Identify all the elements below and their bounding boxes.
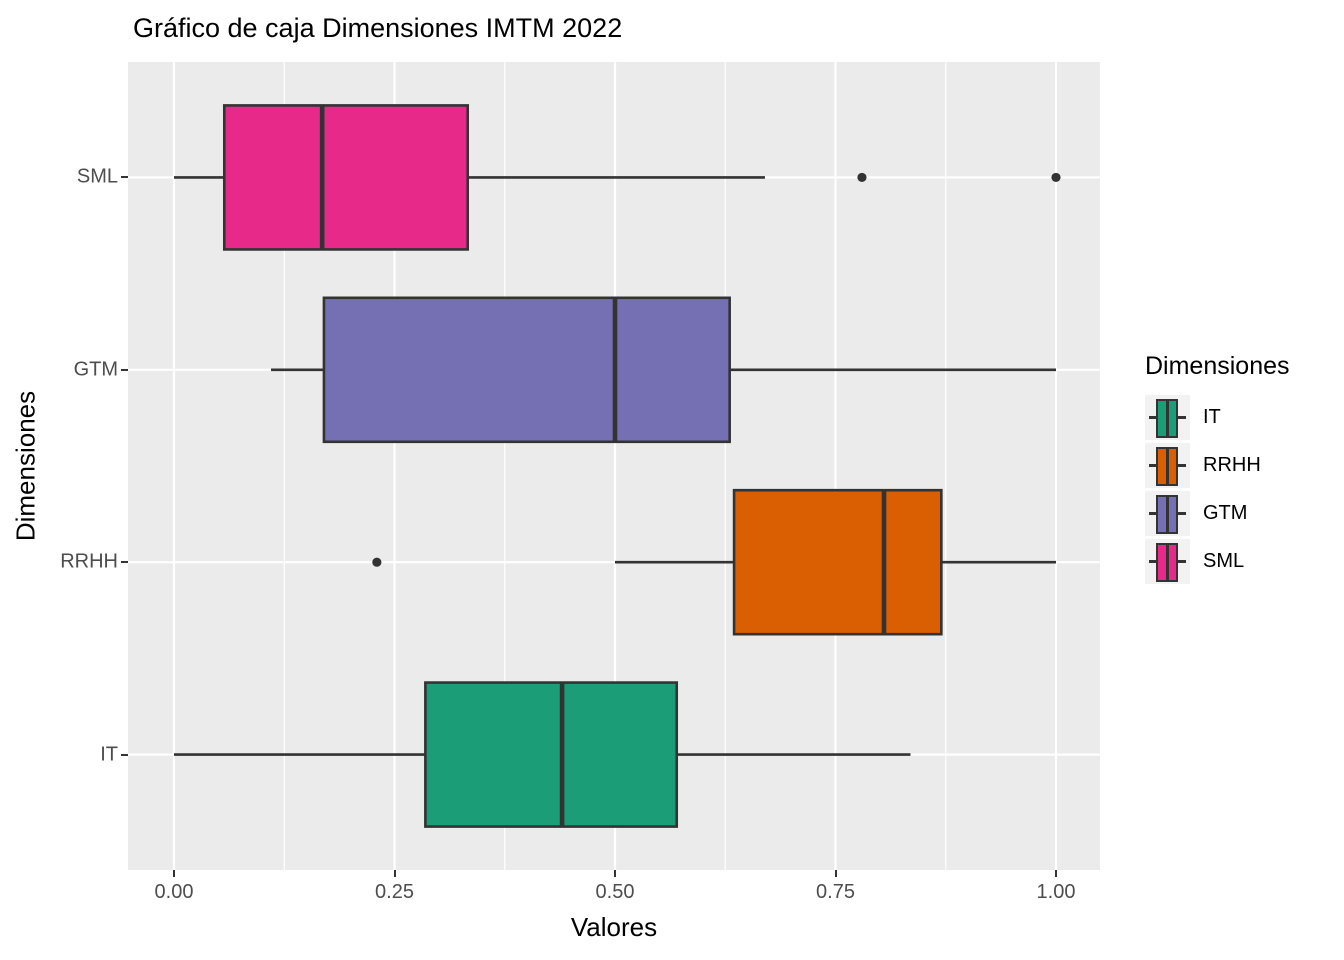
legend-key-median: [1166, 542, 1169, 583]
y-tick-label-SML: SML: [76, 165, 118, 188]
x-axis-title: Valores: [570, 912, 658, 942]
boxplot-canvas: [128, 62, 1100, 870]
x-tick-mark: [834, 870, 837, 877]
legend-key-boxplot-icon: [1145, 395, 1190, 440]
box-RRHH: [732, 488, 943, 636]
y-tick-label-IT: IT: [100, 743, 118, 766]
plot-panel: [128, 62, 1100, 870]
legend-entry-GTM: GTM: [1145, 491, 1290, 536]
page-title: Gráfico de caja Dimensiones IMTM 2022: [133, 13, 623, 43]
box-GTM: [322, 296, 731, 444]
x-tick-label: 0.25: [375, 881, 414, 903]
legend-entry-RRHH: RRHH: [1145, 443, 1290, 488]
legend-entry-SML: SML: [1145, 539, 1290, 584]
y-tick-mark: [121, 368, 128, 371]
box-IT: [424, 681, 679, 828]
x-tick-mark: [173, 870, 175, 877]
x-tick-mark: [614, 870, 616, 877]
legend-key-median: [1166, 494, 1169, 535]
x-tick-mark: [393, 870, 396, 877]
legend-key-boxplot-icon: [1145, 539, 1190, 584]
box-SML: [222, 104, 470, 251]
legend-key-median: [1166, 398, 1169, 439]
outlier-point-RRHH: [372, 557, 382, 567]
outlier-point-SML: [857, 172, 867, 183]
legend-key-boxplot-icon: [1145, 443, 1190, 488]
legend-key-boxplot-icon: [1145, 491, 1190, 536]
legend-label: IT: [1203, 406, 1221, 428]
legend-title: Dimensiones: [1145, 352, 1290, 380]
x-tick-mark: [1055, 870, 1057, 877]
x-tick-label: 0.75: [816, 881, 855, 903]
y-tick-mark: [121, 753, 128, 756]
x-tick-label: 1.00: [1036, 881, 1076, 903]
legend-label: SML: [1203, 550, 1245, 572]
x-tick-label: 0.00: [154, 881, 194, 903]
x-tick-label: 0.50: [595, 881, 635, 903]
legend-entries: IT RRHH GTM SML: [1145, 395, 1290, 584]
y-tick-mark: [121, 561, 128, 564]
legend-label: RRHH: [1203, 454, 1261, 476]
y-tick-label-GTM: GTM: [73, 358, 118, 381]
legend-key-median: [1166, 446, 1169, 487]
legend: Dimensiones IT RRHH GTM SML: [1145, 352, 1290, 587]
outlier-point-SML: [1051, 172, 1061, 183]
legend-label: GTM: [1203, 502, 1248, 524]
y-tick-mark: [121, 176, 128, 179]
y-axis-title: Dimensiones: [10, 390, 41, 542]
legend-entry-IT: IT: [1145, 395, 1290, 440]
y-tick-label-RRHH: RRHH: [60, 550, 118, 573]
